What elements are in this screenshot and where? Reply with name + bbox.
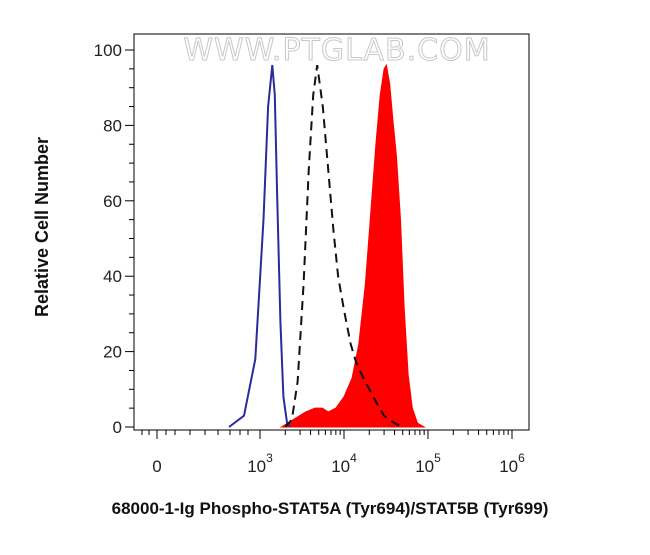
x-tick-label: 106 bbox=[499, 451, 525, 476]
y-axis: 0 20 40 60 80 100 bbox=[94, 41, 134, 437]
series-2-filled-histogram bbox=[279, 63, 427, 428]
plot-frame bbox=[133, 33, 530, 431]
y-tick-label: 40 bbox=[103, 267, 122, 286]
y-tick-label: 60 bbox=[103, 192, 122, 211]
y-tick-label: 100 bbox=[94, 41, 122, 60]
series-1-dashed-histogram bbox=[284, 64, 404, 428]
x-axis-title: 68000-1-Ig Phospho-STAT5A (Tyr694)/STAT5… bbox=[112, 499, 549, 518]
x-tick-label: 104 bbox=[331, 451, 357, 476]
y-tick-label: 0 bbox=[113, 418, 122, 437]
series-layer bbox=[228, 63, 427, 428]
watermark-text: WWW.PTGLAB.COM bbox=[183, 33, 490, 68]
y-axis-title: Relative Cell Number bbox=[32, 137, 52, 317]
x-axis: 0 103 104 105 106 bbox=[141, 430, 525, 476]
x-tick-label: 0 bbox=[152, 457, 161, 476]
x-tick-label: 103 bbox=[247, 451, 273, 476]
y-tick-label: 20 bbox=[103, 343, 122, 362]
series-0-outline-histogram bbox=[228, 64, 292, 428]
x-tick-label: 105 bbox=[415, 451, 441, 476]
y-tick-label: 80 bbox=[103, 116, 122, 135]
